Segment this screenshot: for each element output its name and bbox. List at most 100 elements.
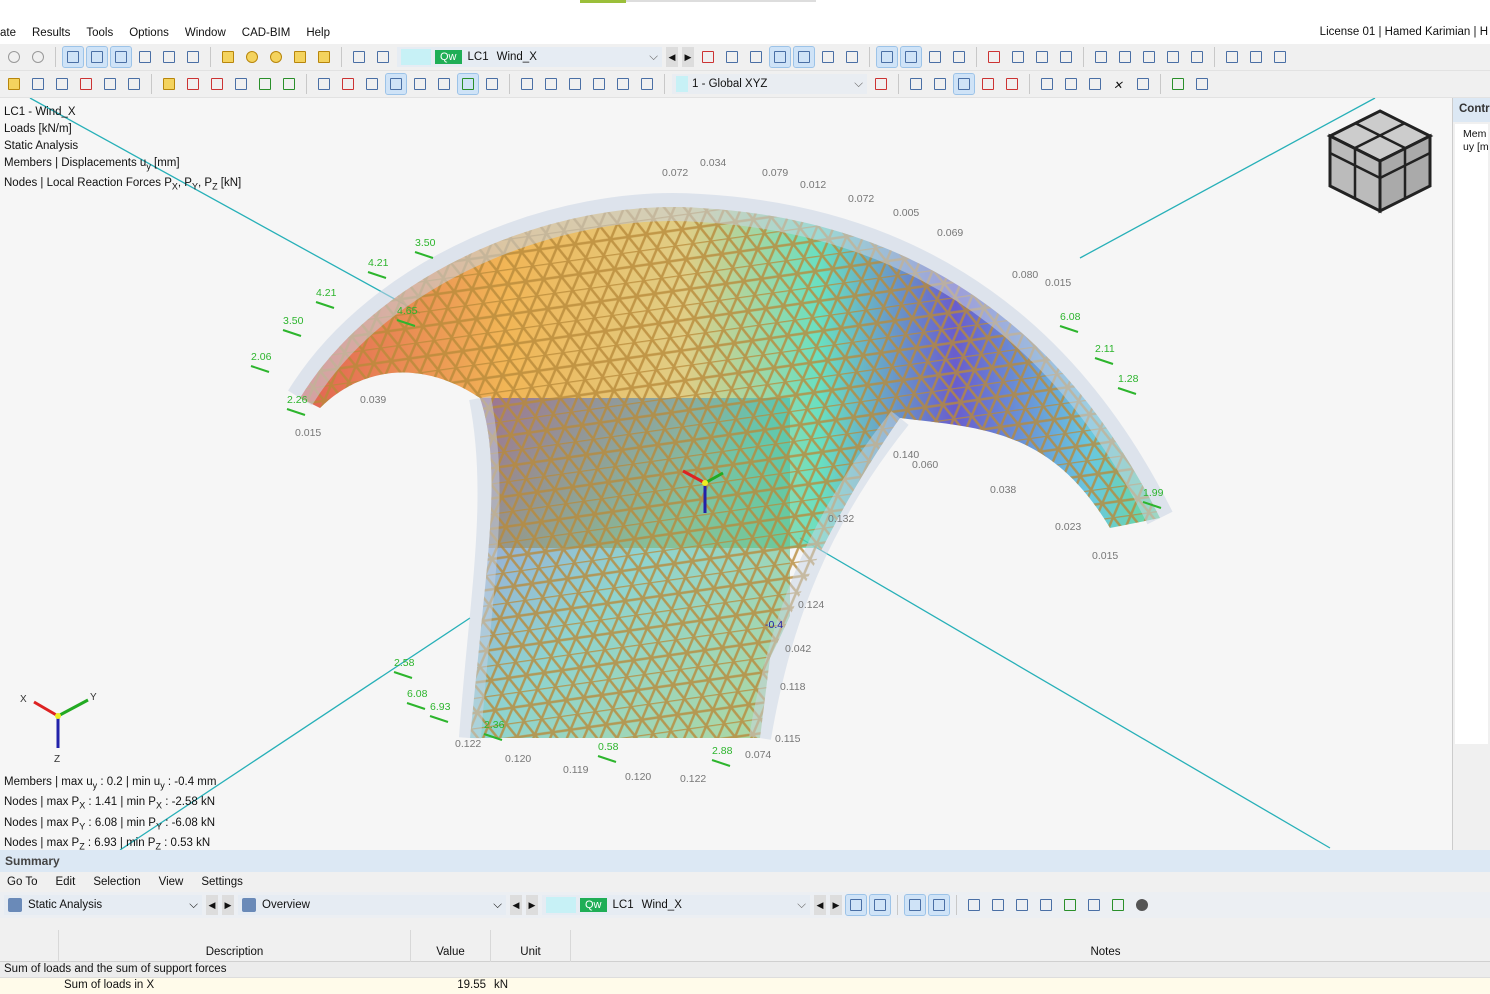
view-select[interactable]: Overview ⌵ [238,895,506,915]
next-load-case-button[interactable]: ▶ [830,895,842,915]
align-4-icon[interactable] [589,74,609,94]
menu-item-results[interactable]: Results [32,27,71,39]
summary-menu-go-to[interactable]: Go To [7,876,38,888]
node-select-icon[interactable] [242,47,262,67]
diagram-icon[interactable] [876,46,898,68]
help-icon[interactable] [1132,895,1152,915]
prev-load-case-button[interactable]: ◀ [666,47,678,67]
menu-item-calculate[interactable]: ate [0,27,16,39]
node-support-icon[interactable] [279,74,299,94]
align-2-icon[interactable] [541,74,561,94]
select-in-model-icon[interactable] [845,894,867,916]
film-icon[interactable] [362,74,382,94]
screenshot-icon[interactable] [1133,74,1153,94]
coordinate-system-select[interactable]: 1 - Global XYZ ⌵ [672,74,867,94]
panel-icon[interactable] [110,46,132,68]
object-snap-icon[interactable] [978,74,998,94]
summary-menu-view[interactable]: View [158,876,184,888]
summary-load-case-select[interactable]: Qw LC1 Wind_X ⌵ [542,895,810,915]
view-cube[interactable] [1325,106,1435,216]
mirror-icon[interactable] [1085,74,1105,94]
view-iso-icon[interactable] [1008,47,1028,67]
menu-item-help[interactable]: Help [306,27,330,39]
coordinate-icon[interactable] [871,74,891,94]
model-viewport[interactable]: 0.072 0.034 0.079 0.012 0.072 0.005 0.069 0.080… [0,98,1452,850]
view-minus-x-icon[interactable] [1163,47,1183,67]
filter-icon[interactable] [842,47,862,67]
solid-icon[interactable] [1222,47,1242,67]
next-analysis-button[interactable]: ▶ [222,895,234,915]
next-view-button[interactable]: ▶ [526,895,538,915]
sync-selection-icon[interactable] [869,894,891,916]
result-values-icon[interactable] [793,46,815,68]
diagram-values-icon[interactable] [900,46,922,68]
display-icon[interactable] [1187,47,1207,67]
filter-icon[interactable] [1084,895,1104,915]
section-icon[interactable] [949,47,969,67]
align-3-icon[interactable] [565,74,585,94]
view-y-icon[interactable] [1115,47,1135,67]
values-icon[interactable] [746,47,766,67]
menu-item-cad-bim[interactable]: CAD-BIM [241,27,291,39]
solid-results-icon[interactable] [434,74,454,94]
surface-results-icon[interactable] [410,74,430,94]
menu-item-options[interactable]: Options [129,27,169,39]
filter-funnel-icon[interactable] [314,74,334,94]
measure-icon[interactable] [1192,74,1212,94]
column-unit[interactable]: Unit [490,930,570,962]
hinge-icon[interactable] [231,74,251,94]
table-append-icon[interactable] [1012,895,1032,915]
load-member-icon[interactable] [373,47,393,67]
plane-icon[interactable] [1246,47,1266,67]
column-description[interactable]: Description [58,930,410,962]
load-node-icon[interactable] [349,47,369,67]
grid-icon[interactable] [906,74,926,94]
summary-menu-edit[interactable]: Edit [55,876,76,888]
support-icon[interactable] [159,74,179,94]
column-notes[interactable]: Notes [570,930,1490,962]
console-icon[interactable] [135,47,155,67]
show-results-icon[interactable] [904,894,926,916]
animation-icon[interactable] [925,47,945,67]
prev-load-case-button[interactable]: ◀ [814,895,826,915]
navigator-icon[interactable] [62,46,84,68]
reactions-icon[interactable] [457,73,479,95]
guide-icon[interactable] [1002,74,1022,94]
new-line-icon[interactable] [52,74,72,94]
result-view-icon[interactable] [722,47,742,67]
menu-item-tools[interactable]: Tools [86,27,114,39]
script-icon[interactable] [159,47,179,67]
decimals-icon[interactable] [1108,895,1128,915]
scale-icon[interactable] [1270,47,1290,67]
new-surface-icon[interactable] [76,74,96,94]
redo-icon[interactable] [28,47,48,67]
surface-icon[interactable] [218,47,238,67]
member-set-icon[interactable] [207,74,227,94]
model-3d-view[interactable]: 0.072 0.034 0.079 0.012 0.072 0.005 0.069 0.080… [0,98,1452,850]
link-icon[interactable] [1037,74,1057,94]
dimension-icon[interactable] [314,47,334,67]
view-x-icon[interactable] [1091,47,1111,67]
line-results-icon[interactable] [482,74,502,94]
align-5-icon[interactable] [613,74,633,94]
column-value[interactable]: Value [410,930,490,962]
new-solid-icon[interactable] [100,74,120,94]
table-row[interactable]: Sum of loads in X 19.55 kN [0,978,1490,994]
member-icon[interactable] [183,74,203,94]
snap-grid-icon[interactable] [953,73,975,95]
new-node-icon[interactable] [28,74,48,94]
align-1-icon[interactable] [517,74,537,94]
analysis-select[interactable]: Static Analysis ⌵ [4,895,202,915]
undo-icon[interactable] [4,47,24,67]
next-load-case-button[interactable]: ▶ [682,47,694,67]
load-case-select[interactable]: Qw LC1 Wind_X ⌵ [397,47,662,67]
menu-item-window[interactable]: Window [184,27,226,39]
cross-icon[interactable]: ✕ [1113,80,1123,92]
delete-icon[interactable] [984,47,1004,67]
report-icon[interactable] [183,47,203,67]
table-icon[interactable] [86,46,108,68]
model-xx-icon[interactable] [4,74,24,94]
color-icon[interactable] [1168,74,1188,94]
excel-export-icon[interactable] [1060,895,1080,915]
color-scale-icon[interactable] [637,74,657,94]
